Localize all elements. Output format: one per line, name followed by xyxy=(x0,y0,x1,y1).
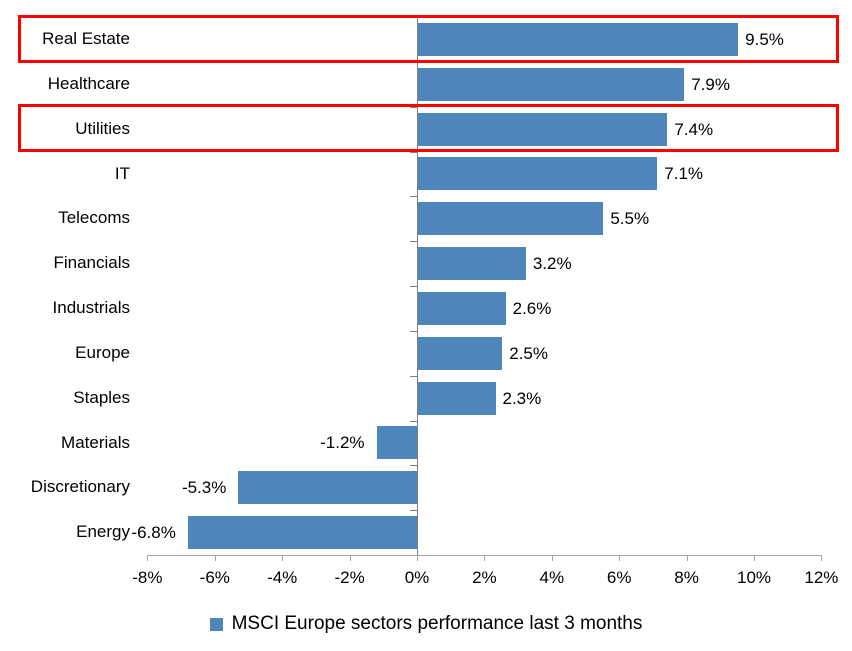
x-axis-tick xyxy=(282,555,284,561)
bar xyxy=(418,202,604,236)
zero-axis-tick xyxy=(410,241,417,243)
zero-axis-tick xyxy=(410,375,417,377)
value-label: 2.3% xyxy=(502,388,542,408)
category-label: Discretionary xyxy=(30,477,130,497)
value-label: 3.2% xyxy=(532,254,572,274)
x-tick-label: 6% xyxy=(606,568,632,587)
bar xyxy=(418,247,526,281)
x-tick-label: -6% xyxy=(199,568,230,587)
x-tick-label: -4% xyxy=(267,568,298,587)
x-axis-tick xyxy=(484,555,486,561)
x-axis-tick xyxy=(147,555,149,561)
x-tick-label: 2% xyxy=(472,568,497,587)
bar xyxy=(418,291,506,325)
legend: MSCI Europe sectors performance last 3 m… xyxy=(0,613,852,635)
x-axis-tick xyxy=(551,555,553,561)
value-label: 2.6% xyxy=(512,298,552,318)
bar xyxy=(238,471,417,505)
zero-axis-tick xyxy=(410,420,417,422)
zero-axis-tick xyxy=(410,196,417,198)
bar xyxy=(418,112,668,146)
category-label: Staples xyxy=(73,387,130,407)
highlight-box-utilities xyxy=(18,104,839,153)
x-tick-label: 0% xyxy=(404,568,430,587)
category-label: Materials xyxy=(61,432,130,452)
value-label: 5.5% xyxy=(610,209,650,229)
category-label: Healthcare xyxy=(47,73,130,93)
x-axis-tick xyxy=(686,555,688,561)
category-label: Financials xyxy=(53,253,130,273)
x-tick-label: 10% xyxy=(736,568,772,587)
value-label: 7.9% xyxy=(691,74,730,94)
value-label: 7.1% xyxy=(664,164,704,184)
bar xyxy=(418,22,739,56)
value-label: -5.3% xyxy=(181,478,227,498)
x-axis-tick xyxy=(821,555,823,561)
legend-swatch-icon xyxy=(209,617,223,631)
x-axis-tick xyxy=(417,555,418,561)
x-axis-tick xyxy=(754,555,755,561)
x-tick-label: 4% xyxy=(539,568,565,587)
value-label: 2.5% xyxy=(509,343,548,363)
category-label: IT xyxy=(114,163,130,183)
x-axis-tick xyxy=(214,555,216,561)
category-label: Real Estate xyxy=(42,29,130,48)
zero-axis-tick xyxy=(410,286,417,287)
value-label: 7.4% xyxy=(674,119,714,139)
zero-axis-line xyxy=(417,17,418,555)
value-label: -6.8% xyxy=(131,523,176,543)
x-tick-label: -2% xyxy=(334,568,365,587)
x-axis-tick xyxy=(619,555,621,561)
bar xyxy=(418,67,685,101)
category-label: Utilities xyxy=(75,118,130,138)
zero-axis-tick xyxy=(410,510,417,512)
legend-label: MSCI Europe sectors performance last 3 m… xyxy=(231,613,643,634)
x-tick-label: -8% xyxy=(132,568,163,587)
category-label: Industrials xyxy=(52,298,130,317)
bar xyxy=(418,157,658,191)
x-axis-tick xyxy=(349,555,351,561)
bar xyxy=(376,426,417,460)
bar xyxy=(418,381,496,415)
value-label: -1.2% xyxy=(320,433,365,453)
value-label: 9.5% xyxy=(745,29,784,49)
bar xyxy=(187,516,417,550)
highlight-box-real-estate xyxy=(18,14,839,63)
zero-axis-tick xyxy=(410,330,417,332)
x-tick-label: 8% xyxy=(674,568,699,587)
category-label: Energy xyxy=(76,522,130,542)
category-label: Telecoms xyxy=(58,208,130,228)
bar xyxy=(418,336,503,370)
zero-axis-tick xyxy=(410,465,417,467)
x-tick-label: 12% xyxy=(804,568,839,587)
category-label: Europe xyxy=(75,342,130,362)
